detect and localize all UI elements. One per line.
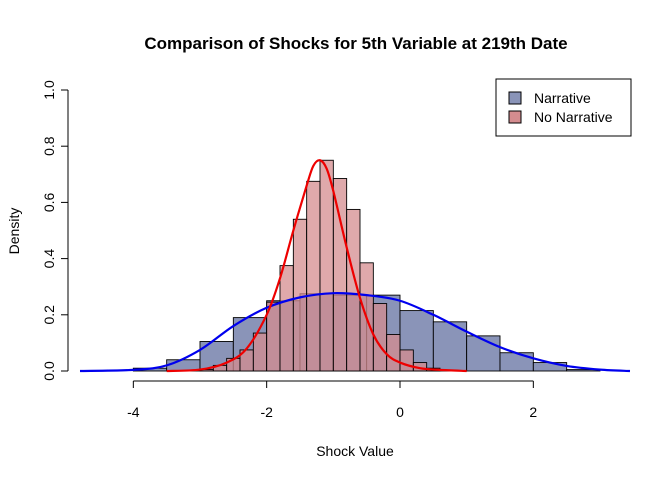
no-narrative-bar-7 (292, 218, 308, 372)
y-tick-label: 1.0 (41, 80, 57, 100)
no-narrative-bar-8 (306, 180, 321, 372)
no-narrative-bars (199, 159, 441, 372)
y-axis: 0.0 0.2 0.4 0.6 0.8 1.0 (41, 80, 69, 381)
x-tick-label: 0 (396, 404, 404, 420)
no-narrative-bar-14 (386, 334, 401, 372)
legend-label-narrative: Narrative (534, 90, 591, 106)
legend-swatch-no-narrative (508, 110, 522, 124)
y-tick-label: 0.4 (41, 249, 57, 269)
legend-swatch-narrative (508, 91, 522, 105)
plot-area (79, 159, 631, 373)
x-axis: -4 -2 0 2 (127, 380, 537, 420)
x-axis-label: Shock Value (316, 443, 394, 459)
y-tick-label: 0.8 (41, 136, 57, 156)
chart-title: Comparison of Shocks for 5th Variable at… (144, 34, 567, 53)
y-tick-label: 0.2 (41, 305, 57, 325)
legend-label-no-narrative: No Narrative (534, 109, 613, 125)
no-narrative-bar-4 (252, 332, 268, 372)
y-tick-label: 0.0 (41, 361, 57, 381)
narrative-bar-12 (532, 362, 568, 372)
no-narrative-bar-10 (332, 178, 348, 372)
x-tick-label: 2 (529, 404, 537, 420)
narrative-density-curve (79, 291, 631, 373)
y-axis-label: Density (6, 208, 22, 255)
no-narrative-bar-9 (319, 159, 334, 372)
narrative-bar-10 (466, 335, 501, 372)
x-tick-label: -2 (260, 404, 273, 420)
no-narrative-bar-6 (279, 265, 294, 372)
no-narrative-density-curve (166, 159, 467, 373)
narrative-bar-11 (499, 352, 534, 372)
legend: Narrative No Narrative (495, 78, 632, 137)
legend-box (495, 78, 632, 137)
no-narrative-bar-15 (399, 349, 414, 372)
y-tick-label: 0.6 (41, 192, 57, 212)
x-tick-label: -4 (127, 404, 140, 420)
